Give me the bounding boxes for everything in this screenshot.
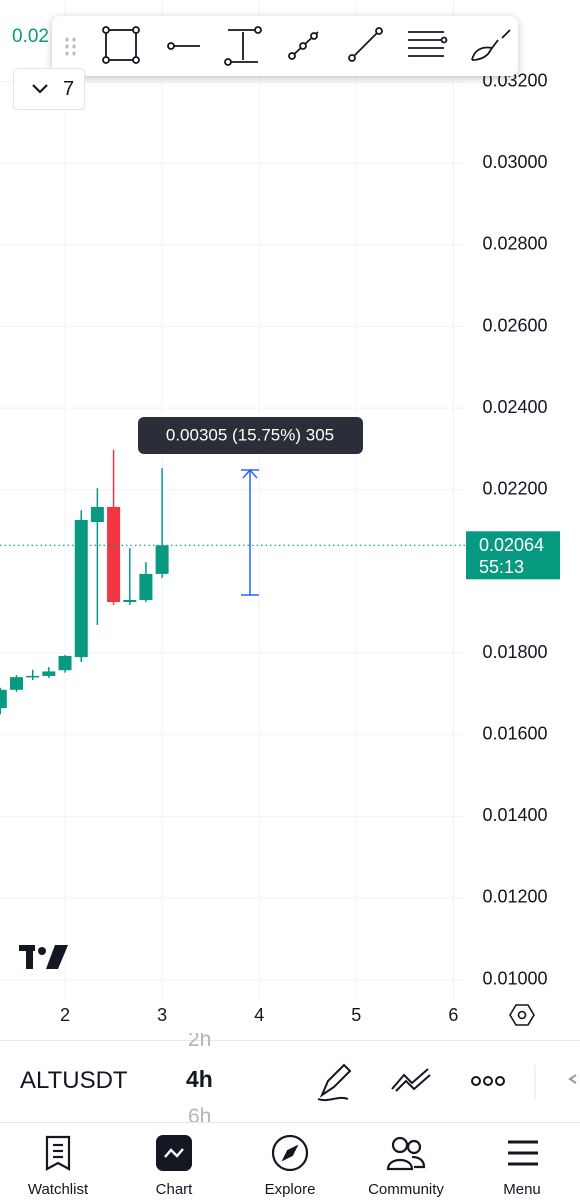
countdown-label: 55:13 [479,557,524,577]
symbol[interactable]: ALTUSDT [20,1067,128,1094]
nav-community[interactable]: Community [348,1123,464,1201]
brush-tool[interactable] [471,29,511,61]
toolbar-icons [65,26,511,66]
indicator-toggle[interactable]: 7 [13,68,85,110]
body [139,573,153,600]
nav-label: Chart [155,1181,193,1198]
y-tick-label: 0.02200 [482,479,547,499]
measure-label: 0.00305 (15.75%) 305 [166,425,334,444]
x-tick-label: 5 [351,1005,361,1025]
draw-icon[interactable] [317,1063,352,1102]
indicators-icon[interactable] [391,1068,431,1092]
nav-label: Watchlist [27,1181,89,1198]
plot: 0.010000.012000.014000.016000.018000.022… [0,0,560,1025]
bottom-bar: ALTUSDT 2h 4h 6h [0,1033,580,1123]
drawing-toolbar [52,16,518,76]
nav-watchlist[interactable]: Watchlist [0,1123,116,1201]
trend-line-tool[interactable] [348,27,383,62]
y-tick-label: 0.01800 [482,642,547,662]
body [155,545,169,574]
interval-current[interactable]: 4h [186,1066,213,1092]
measure-tool[interactable] [224,26,262,66]
body [58,655,72,671]
nav-label: Explore [264,1181,316,1198]
body [74,520,88,658]
fib-tool[interactable] [408,31,448,57]
watchlist-icon [45,1135,71,1171]
body [10,677,24,690]
expand-icon[interactable] [568,1074,577,1084]
y-tick-label: 0.02800 [482,234,547,254]
y-tick-label: 0.01600 [482,723,547,743]
y-tick-label: 0.01000 [482,968,547,988]
nav-bar: Watchlist Chart Explore Community Menu [0,1122,580,1201]
logo [19,945,68,969]
drag-handle[interactable] [65,37,76,56]
y-tick-label: 0.02400 [482,397,547,417]
bottom-icons [317,1063,577,1102]
price-partial: 0.02 [12,26,49,47]
more-icon[interactable] [471,1076,505,1086]
indicator-count: 7 [63,78,75,100]
chart-icon [156,1135,192,1171]
last-price-label: 0.02064 [479,535,544,555]
horizontal-ray-tool[interactable] [167,42,200,50]
y-tick-label: 0.01200 [482,887,547,907]
nav-chart[interactable]: Chart [116,1123,232,1201]
last-price-box [466,531,560,580]
x-tick-label: 6 [448,1005,458,1025]
nav-menu[interactable]: Menu [464,1123,580,1201]
x-tick-label: 4 [254,1005,264,1025]
nav-explore[interactable]: Explore [232,1123,348,1201]
interval-prev[interactable]: 2h [188,1033,212,1051]
chart: 0.010000.012000.014000.016000.018000.022… [0,0,560,1026]
body [90,506,104,523]
menu-icon [508,1140,538,1166]
nav-label: Community [368,1181,444,1198]
body [0,689,7,709]
candles [0,449,169,715]
settings-icon[interactable] [509,1004,535,1026]
nav-label: Menu [503,1181,541,1198]
interval-next[interactable]: 6h [188,1105,212,1123]
body [42,671,56,676]
y-tick-label: 0.02600 [482,315,547,335]
measure-arrow [241,468,259,596]
x-tick-label: 2 [60,1005,70,1025]
grid [0,0,465,1000]
parallel-channel-tool[interactable] [288,31,319,60]
body [107,506,121,603]
measure-tooltip: 0.00305 (15.75%) 305 [138,417,363,454]
body [123,600,137,603]
y-tick-label: 0.01400 [482,805,547,825]
chevron-icon [32,84,48,94]
x-tick-label: 3 [157,1005,167,1025]
body [26,675,40,678]
explore-icon [271,1134,309,1172]
y-tick-label: 0.03000 [482,152,547,172]
rectangle-tool[interactable] [102,26,140,64]
community-icon [386,1136,426,1171]
